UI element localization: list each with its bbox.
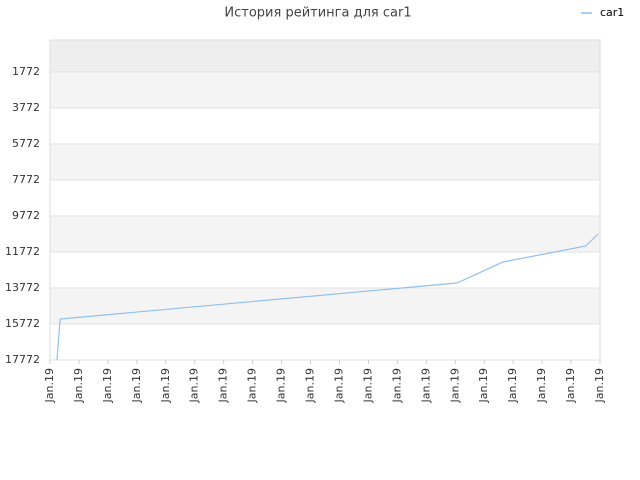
x-tick-label: Jan.19 [535, 368, 548, 403]
line [56, 233, 599, 361]
y-tick-label: 11772 [5, 245, 40, 258]
band [50, 324, 600, 360]
x-tick-label: Jan.19 [304, 368, 317, 403]
band [50, 288, 600, 325]
y-tick-label: 3772 [12, 101, 40, 114]
x-tick-label: Jan.19 [593, 368, 606, 403]
band [50, 144, 600, 181]
y-tick-label: 17772 [5, 353, 40, 366]
y-tick-label: 9772 [12, 209, 40, 222]
y-tick-label: 1772 [12, 65, 40, 78]
x-tick-label: Jan.19 [448, 368, 461, 403]
legend-label: car1 [600, 6, 624, 19]
x-tick-label: Jan.19 [275, 368, 288, 403]
x-tick-label: Jan.19 [72, 368, 85, 403]
band [50, 40, 600, 73]
y-tick-label: 7772 [12, 173, 40, 186]
y-tick-label: 5772 [12, 137, 40, 150]
y-tick-label: 15772 [5, 317, 40, 330]
x-tick-label: Jan.19 [419, 368, 432, 403]
x-tick-label: Jan.19 [361, 368, 374, 403]
x-tick-label: Jan.19 [159, 368, 172, 403]
band [50, 216, 600, 253]
x-tick-label: Jan.19 [130, 368, 143, 403]
x-tick-label: Jan.19 [477, 368, 490, 403]
y-tick-label: 13772 [5, 281, 40, 294]
band [50, 72, 600, 109]
x-tick-label: Jan.19 [43, 368, 56, 403]
x-tick-label: Jan.19 [217, 368, 230, 403]
x-tick-label: Jan.19 [332, 368, 345, 403]
x-tick-label: Jan.19 [101, 368, 114, 403]
band [50, 180, 600, 217]
x-tick-label: Jan.19 [506, 368, 519, 403]
x-tick-label: Jan.19 [188, 368, 201, 403]
band [50, 108, 600, 145]
x-tick-label: Jan.19 [564, 368, 577, 403]
x-tick-label: Jan.19 [390, 368, 403, 403]
band [50, 252, 600, 289]
chart-title: История рейтинга для car1 [224, 6, 411, 21]
x-tick-label: Jan.19 [246, 368, 259, 403]
